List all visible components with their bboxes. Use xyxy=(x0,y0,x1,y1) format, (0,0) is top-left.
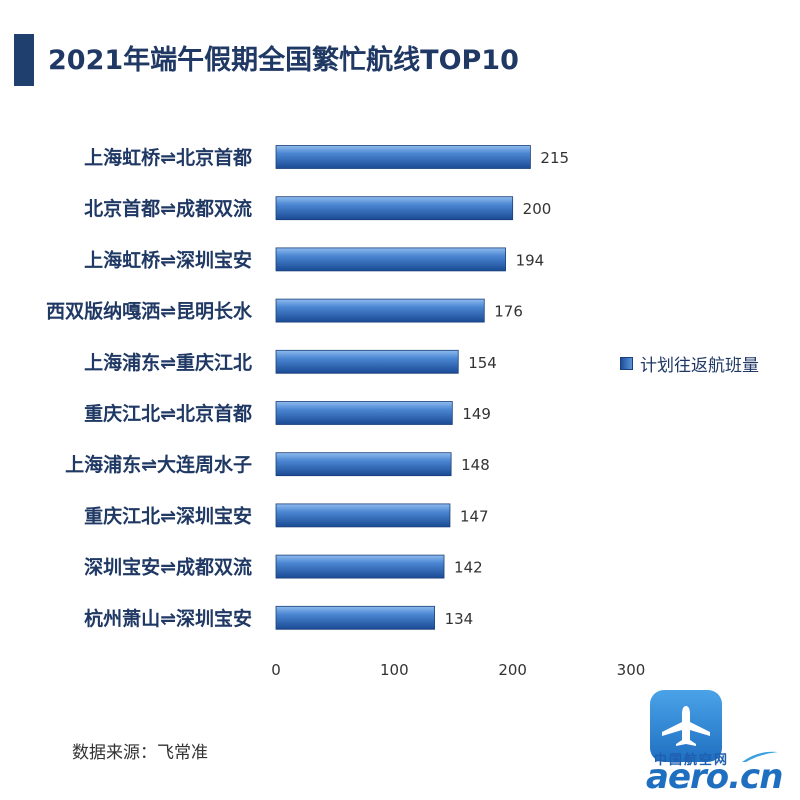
category-label: 上海虹桥⇌北京首都 xyxy=(84,146,252,169)
legend: 计划往返航班量 xyxy=(620,351,759,376)
category-label: 上海虹桥⇌深圳宝安 xyxy=(84,248,252,271)
bar xyxy=(275,349,459,374)
x-tick-label: 0 xyxy=(271,661,281,679)
logo-cn-text: 中国航空网 xyxy=(654,753,730,768)
airplane-icon xyxy=(662,706,710,746)
bar xyxy=(275,247,506,272)
value-label: 148 xyxy=(461,456,490,474)
value-label: 147 xyxy=(460,507,489,525)
bar xyxy=(275,452,452,477)
value-label: 215 xyxy=(540,149,569,167)
bar xyxy=(275,554,445,579)
bar xyxy=(275,298,485,323)
category-label: 杭州萧山⇌深圳宝安 xyxy=(84,607,252,630)
value-label: 176 xyxy=(494,303,523,321)
value-label: 142 xyxy=(454,559,483,577)
x-tick-label: 200 xyxy=(498,661,527,679)
value-label: 154 xyxy=(468,354,497,372)
value-label: 149 xyxy=(462,405,491,423)
bar xyxy=(275,503,451,528)
value-label: 134 xyxy=(445,610,474,628)
category-label: 西双版纳嘎洒⇌昆明长水 xyxy=(46,300,253,323)
chart-title: 2021年端午假期全国繁忙航线TOP10 xyxy=(48,45,519,76)
x-tick-label: 100 xyxy=(380,661,409,679)
category-label: 上海浦东⇌重庆江北 xyxy=(84,351,252,374)
swoosh-icon xyxy=(742,751,778,762)
logo-en-text: aero.cn xyxy=(646,757,783,797)
x-tick-label: 300 xyxy=(617,661,646,679)
category-label: 深圳宝安⇌成都双流 xyxy=(84,556,252,579)
source-note: 数据来源：飞常准 xyxy=(72,743,208,763)
category-label: 重庆江北⇌北京首都 xyxy=(84,402,252,425)
category-label: 重庆江北⇌深圳宝安 xyxy=(84,504,252,527)
legend-label: 计划往返航班量 xyxy=(640,356,759,376)
legend-swatch xyxy=(620,357,633,370)
bar xyxy=(275,605,435,630)
value-label: 194 xyxy=(516,251,545,269)
aero-logo-icon xyxy=(650,690,722,762)
bar xyxy=(275,196,514,221)
title-accent-bar xyxy=(14,34,34,86)
bar xyxy=(275,401,453,425)
bar xyxy=(275,145,531,169)
category-label: 北京首都⇌成都双流 xyxy=(84,197,252,220)
value-label: 200 xyxy=(523,200,552,218)
category-label: 上海浦东⇌大连周水子 xyxy=(65,453,252,476)
